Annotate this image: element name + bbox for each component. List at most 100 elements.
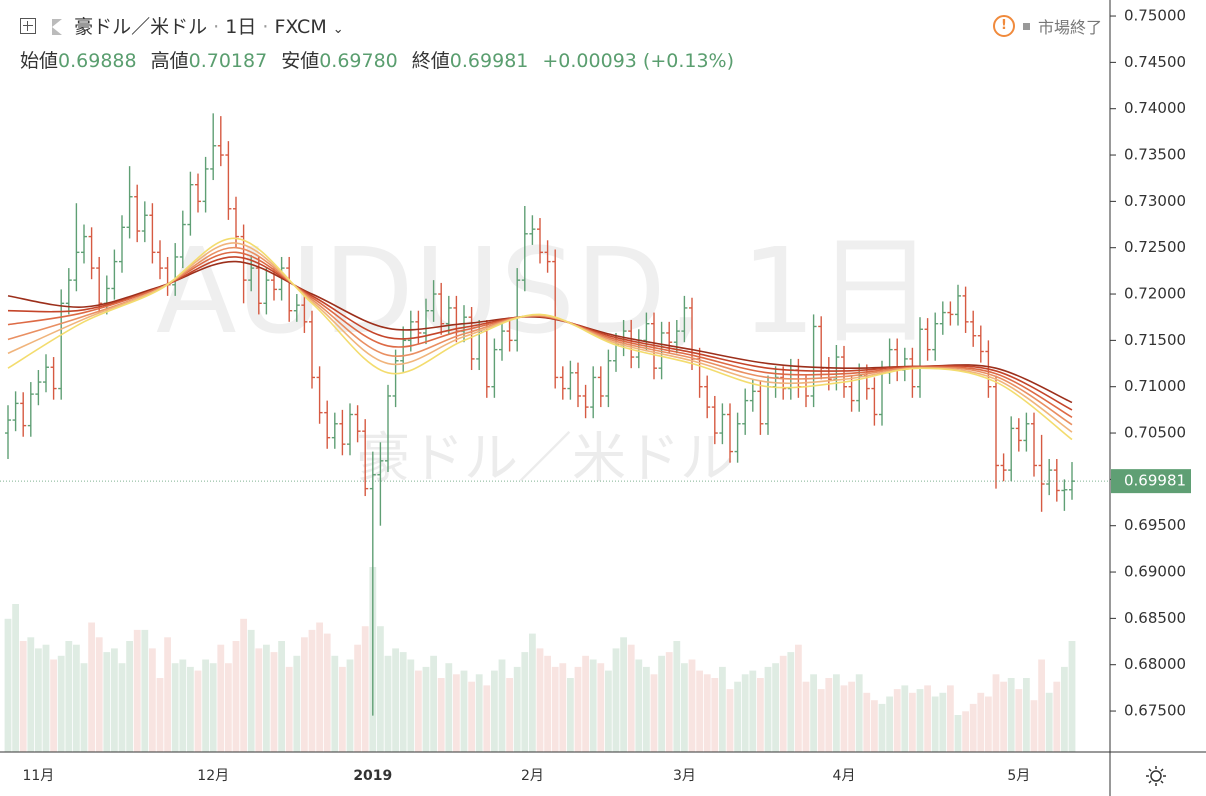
volume-bar xyxy=(164,637,171,752)
volume-bar xyxy=(73,644,80,752)
volume-bar xyxy=(901,685,909,752)
volume-bar xyxy=(50,659,57,752)
source[interactable]: FXCM xyxy=(274,16,327,38)
volume-bar xyxy=(916,689,924,752)
volume-bar xyxy=(840,685,848,752)
volume-bar xyxy=(141,629,149,752)
volume-bar xyxy=(392,648,399,752)
volume-bar xyxy=(643,666,650,752)
interval[interactable]: 1日 xyxy=(225,16,257,38)
y-tick-label: 0.74000 xyxy=(1124,99,1186,117)
volume-bar xyxy=(118,663,126,752)
y-tick-label: 0.74500 xyxy=(1124,53,1186,71)
volume-bar xyxy=(42,644,50,752)
volume-bar xyxy=(802,681,810,752)
volume-bar xyxy=(871,700,878,752)
volume-bar xyxy=(947,685,954,752)
legend-value: 0.69888 xyxy=(58,50,137,72)
volume-bar xyxy=(475,674,483,752)
settings-icon[interactable] xyxy=(1146,766,1166,786)
volume-bar xyxy=(620,637,627,752)
volume-bar xyxy=(1061,666,1068,752)
last-price-tag xyxy=(1111,469,1191,494)
volume-bar xyxy=(498,659,506,752)
x-tick-label: 4月 xyxy=(833,768,856,784)
change-pct: (+0.13%) xyxy=(642,50,735,72)
volume-bar xyxy=(194,670,202,752)
volume-bar xyxy=(551,666,559,752)
volume-bar xyxy=(354,644,361,752)
volume-bar xyxy=(225,663,232,752)
y-tick-label: 0.70500 xyxy=(1124,424,1186,442)
volume-bar xyxy=(460,670,468,752)
legend-label: 終値 xyxy=(411,50,450,72)
y-tick-label: 0.68000 xyxy=(1124,655,1186,673)
x-tick-label: 2月 xyxy=(521,768,544,784)
x-tick-label: 2019 xyxy=(353,768,392,784)
volume-bar xyxy=(202,659,209,752)
volume-bar xyxy=(939,692,947,752)
volume-bar xyxy=(399,652,407,752)
volume-bar xyxy=(19,641,27,752)
volume-bar xyxy=(278,641,285,752)
volume-bar xyxy=(703,674,711,752)
volume-bar xyxy=(361,626,369,752)
flag-icon xyxy=(52,19,63,35)
change: +0.00093 xyxy=(542,50,637,72)
volume-bar xyxy=(696,670,703,752)
volume-bar xyxy=(787,652,795,752)
volume-bar xyxy=(422,666,430,752)
volume-bar xyxy=(331,655,339,752)
volume-bar xyxy=(179,659,187,752)
volume-bar xyxy=(80,663,88,752)
symbol: 豪ドル／米ドル xyxy=(74,16,208,38)
volume-bar xyxy=(445,663,453,752)
watermark: AUDUSD, 1日 xyxy=(156,222,934,360)
volume-bar xyxy=(567,678,574,752)
y-tick-label: 0.73000 xyxy=(1124,192,1186,210)
volume-bar xyxy=(95,637,103,752)
volume-bar xyxy=(1045,692,1053,752)
volume-bar xyxy=(1038,659,1045,752)
volume-bar xyxy=(810,674,817,752)
alert-icon[interactable]: ! xyxy=(992,15,1015,37)
volume-bar xyxy=(673,641,681,752)
y-tick-label: 0.71000 xyxy=(1124,377,1186,395)
legend-value: 0.70187 xyxy=(188,50,268,72)
volume-bar xyxy=(521,652,529,752)
price-axis-bg xyxy=(1110,0,1206,796)
y-tick-label: 0.72500 xyxy=(1124,238,1186,256)
volume-bar xyxy=(149,648,156,752)
volume-bar xyxy=(1000,681,1007,752)
axes: 0.75000 0.74500 0.74000 0.73500 0.73000 0.725… xyxy=(22,7,1191,784)
volume-bar xyxy=(711,678,719,752)
volume-bar xyxy=(453,674,460,752)
volume-bar xyxy=(171,663,179,752)
volume-bar xyxy=(962,711,969,752)
volume-bar xyxy=(35,648,42,752)
x-tick-label: 5月 xyxy=(1007,768,1030,784)
volume-bar xyxy=(650,674,658,752)
volume-bar xyxy=(255,648,263,752)
volume-bar xyxy=(779,655,787,752)
volume-bar xyxy=(468,681,475,752)
y-tick-label: 0.73500 xyxy=(1124,146,1186,164)
volume-bar xyxy=(491,670,498,752)
volume-bar xyxy=(589,659,597,752)
x-tick-label: 3月 xyxy=(673,768,696,784)
status-dot xyxy=(1022,22,1030,30)
x-tick-label: 11月 xyxy=(22,768,54,784)
market-status: ! 市場終了 xyxy=(992,14,1102,38)
add-icon[interactable] xyxy=(20,18,36,34)
volume-bar xyxy=(772,663,779,752)
volume-bar xyxy=(293,655,301,752)
volume-bar xyxy=(817,689,825,752)
volume-bar xyxy=(886,696,893,752)
last-price-label: 0.69981 xyxy=(1124,472,1186,490)
volume-bar xyxy=(217,644,225,752)
volume-bar xyxy=(954,715,962,752)
volume-bar xyxy=(931,696,939,752)
volume-bar xyxy=(316,622,323,752)
